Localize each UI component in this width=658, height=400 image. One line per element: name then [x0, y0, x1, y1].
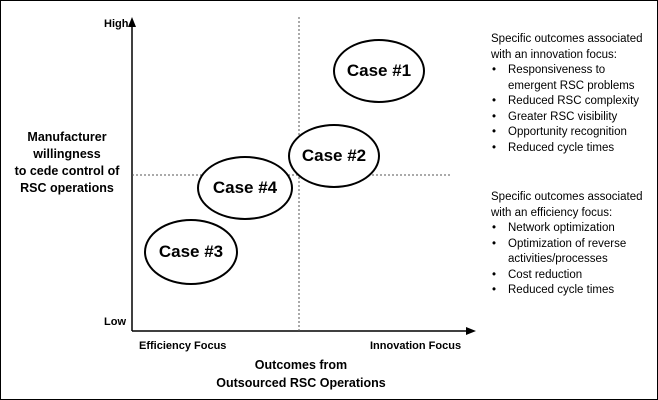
x-left-label: Efficiency Focus [139, 340, 227, 352]
case-1-ellipse: Case #1 [333, 39, 425, 103]
list-item: Responsiveness to emergent RSC problems [491, 63, 643, 94]
innovation-outcomes-panel: Specific outcomes associated with an inn… [491, 32, 643, 156]
y-low-label: Low [104, 316, 126, 328]
list-item: Reduced cycle times [491, 141, 643, 157]
x-axis-arrowhead [466, 327, 476, 335]
list-item: Network optimization [491, 221, 643, 237]
y-axis-arrowhead [128, 17, 136, 27]
case-3-ellipse: Case #3 [144, 219, 238, 285]
innovation-heading-line-2: with an innovation focus: [491, 48, 617, 61]
list-item: Reduced RSC complexity [491, 94, 643, 110]
list-item: Cost reduction [491, 268, 643, 284]
list-item: Greater RSC visibility [491, 110, 643, 126]
efficiency-heading-line-1: Specific outcomes associated [491, 191, 643, 203]
case-2-ellipse: Case #2 [288, 124, 380, 188]
list-item: Opportunity recognition [491, 125, 643, 141]
x-right-label: Innovation Focus [370, 340, 462, 352]
efficiency-outcomes-list: Network optimization Optimization of rev… [491, 221, 643, 299]
x-axis-title: Outcomes from Outsourced RSC Operations [216, 358, 386, 390]
efficiency-heading-line-2: with an efficiency focus: [491, 206, 613, 219]
efficiency-outcomes-panel: Specific outcomes associated with an eff… [491, 190, 643, 299]
y-high-label: High [104, 18, 129, 30]
list-item: Reduced cycle times [491, 283, 643, 299]
case-4-ellipse: Case #4 [197, 156, 293, 220]
list-item: Optimization of reverse activities/proce… [491, 237, 643, 268]
innovation-heading-line-1: Specific outcomes associated [491, 33, 643, 45]
innovation-outcomes-list: Responsiveness to emergent RSC problems … [491, 63, 643, 156]
y-axis-title: Manufacturer willingness to cede control… [14, 130, 120, 195]
